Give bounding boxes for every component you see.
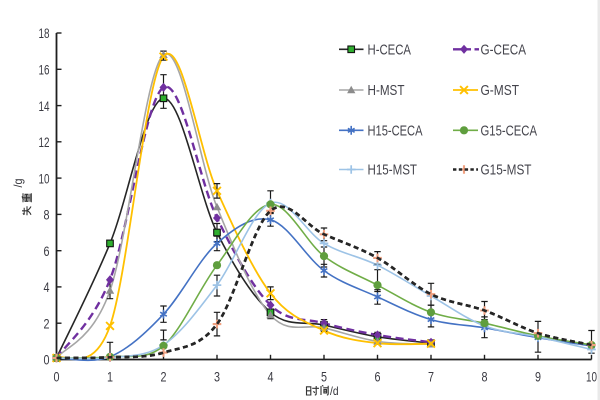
- svg-text:G15-MST: G15-MST: [481, 162, 532, 179]
- svg-text:10: 10: [39, 171, 50, 187]
- svg-text:10: 10: [586, 369, 597, 385]
- svg-text:H-MST: H-MST: [368, 82, 405, 99]
- svg-text:0: 0: [44, 353, 50, 369]
- svg-text:/g: /g: [11, 179, 25, 188]
- svg-text:1: 1: [107, 369, 113, 385]
- svg-text:2: 2: [161, 369, 167, 385]
- svg-text:G15-CECA: G15-CECA: [481, 123, 538, 140]
- svg-text:5: 5: [321, 369, 327, 385]
- svg-text:6: 6: [44, 244, 50, 260]
- svg-text:4: 4: [268, 369, 274, 385]
- svg-text:4: 4: [44, 280, 50, 296]
- svg-text:/d: /d: [330, 384, 339, 398]
- svg-text:2: 2: [44, 316, 50, 332]
- svg-text:G-CECA: G-CECA: [481, 42, 527, 59]
- svg-text:H15-CECA: H15-CECA: [368, 123, 423, 140]
- svg-text:G-MST: G-MST: [481, 82, 520, 99]
- svg-text:16: 16: [39, 63, 50, 79]
- svg-text:8: 8: [482, 369, 488, 385]
- svg-text:8: 8: [44, 208, 50, 224]
- svg-text:H15-MST: H15-MST: [368, 162, 418, 179]
- svg-text:7: 7: [428, 369, 434, 385]
- svg-text:14: 14: [39, 99, 50, 115]
- svg-text:18: 18: [39, 26, 50, 42]
- svg-text:9: 9: [535, 369, 541, 385]
- svg-text:0: 0: [54, 369, 60, 385]
- svg-text:12: 12: [39, 135, 50, 151]
- svg-text:6: 6: [375, 369, 381, 385]
- svg-text:3: 3: [214, 369, 220, 385]
- svg-text:H-CECA: H-CECA: [368, 42, 412, 59]
